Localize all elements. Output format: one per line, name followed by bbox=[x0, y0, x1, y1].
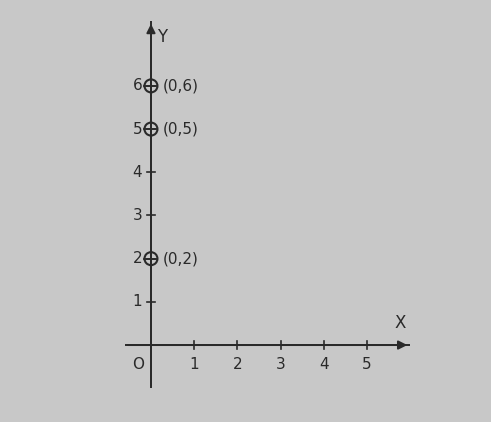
Text: (0,6): (0,6) bbox=[163, 78, 199, 93]
Text: 4: 4 bbox=[319, 357, 328, 372]
Text: 4: 4 bbox=[133, 165, 142, 180]
Text: 5: 5 bbox=[133, 122, 142, 137]
Text: 1: 1 bbox=[190, 357, 199, 372]
Text: (0,5): (0,5) bbox=[163, 122, 198, 137]
Text: 3: 3 bbox=[275, 357, 285, 372]
Text: (0,2): (0,2) bbox=[163, 251, 198, 266]
Text: 6: 6 bbox=[133, 78, 142, 93]
Text: 1: 1 bbox=[133, 295, 142, 309]
Text: Y: Y bbox=[158, 27, 167, 46]
Text: X: X bbox=[394, 314, 406, 332]
Text: 3: 3 bbox=[133, 208, 142, 223]
Text: 2: 2 bbox=[133, 251, 142, 266]
Text: 2: 2 bbox=[233, 357, 242, 372]
Text: O: O bbox=[133, 357, 144, 372]
Text: 5: 5 bbox=[362, 357, 372, 372]
